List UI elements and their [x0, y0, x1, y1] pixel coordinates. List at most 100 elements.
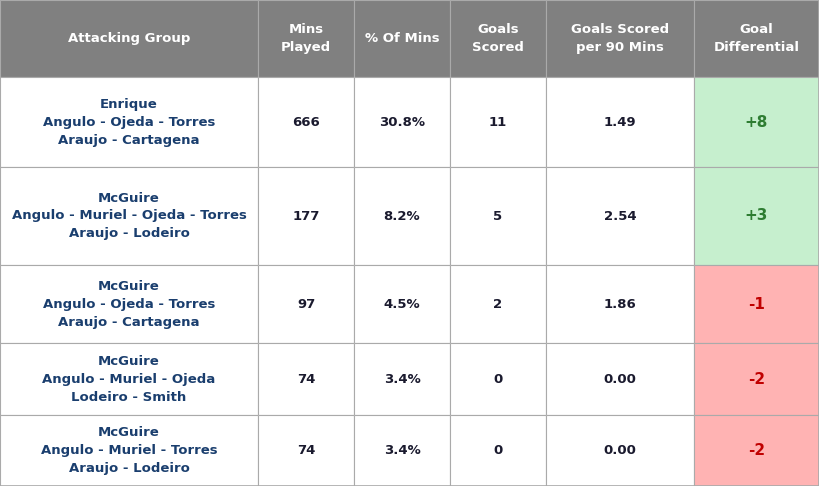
- Bar: [546, 167, 694, 265]
- Bar: [546, 0, 694, 77]
- Bar: [0, 343, 258, 415]
- Text: -2: -2: [748, 371, 765, 386]
- Bar: [354, 167, 450, 265]
- Bar: [694, 265, 819, 343]
- Text: McGuire
Angulo - Muriel - Torres
Araujo - Lodeiro: McGuire Angulo - Muriel - Torres Araujo …: [41, 426, 217, 475]
- Bar: [694, 265, 819, 343]
- Text: 2: 2: [493, 297, 503, 311]
- Bar: [694, 343, 819, 415]
- Text: +8: +8: [744, 115, 768, 129]
- Bar: [258, 0, 354, 77]
- Text: Goal
Differential: Goal Differential: [713, 23, 799, 54]
- Bar: [354, 0, 450, 77]
- Bar: [694, 77, 819, 167]
- Bar: [694, 77, 819, 167]
- Bar: [0, 415, 258, 486]
- Bar: [450, 0, 546, 77]
- Bar: [0, 343, 258, 415]
- Bar: [450, 0, 546, 77]
- Bar: [450, 167, 546, 265]
- Text: 1.86: 1.86: [604, 297, 636, 311]
- Text: Goals
Scored: Goals Scored: [472, 23, 524, 54]
- Bar: [0, 415, 258, 486]
- Bar: [694, 0, 819, 77]
- Bar: [450, 415, 546, 486]
- Text: -1: -1: [748, 296, 765, 312]
- Bar: [546, 415, 694, 486]
- Text: Mins
Played: Mins Played: [281, 23, 331, 54]
- Bar: [546, 343, 694, 415]
- Bar: [354, 77, 450, 167]
- Bar: [258, 415, 354, 486]
- Bar: [258, 415, 354, 486]
- Text: 0: 0: [493, 372, 503, 385]
- Bar: [694, 167, 819, 265]
- Bar: [0, 167, 258, 265]
- Bar: [354, 343, 450, 415]
- Bar: [450, 77, 546, 167]
- Text: 0.00: 0.00: [604, 444, 636, 457]
- Bar: [354, 265, 450, 343]
- Bar: [258, 0, 354, 77]
- Bar: [354, 343, 450, 415]
- Text: 4.5%: 4.5%: [383, 297, 420, 311]
- Text: % Of Mins: % Of Mins: [364, 32, 439, 45]
- Text: 3.4%: 3.4%: [383, 444, 420, 457]
- Text: 97: 97: [296, 297, 315, 311]
- Bar: [258, 77, 354, 167]
- Text: +3: +3: [744, 208, 768, 224]
- Text: 8.2%: 8.2%: [383, 209, 420, 223]
- Bar: [354, 415, 450, 486]
- Bar: [354, 0, 450, 77]
- Bar: [258, 167, 354, 265]
- Text: 666: 666: [292, 116, 320, 128]
- Bar: [258, 343, 354, 415]
- Text: Goals Scored
per 90 Mins: Goals Scored per 90 Mins: [571, 23, 669, 54]
- Bar: [694, 167, 819, 265]
- Bar: [546, 0, 694, 77]
- Text: 11: 11: [489, 116, 507, 128]
- Bar: [0, 0, 258, 77]
- Bar: [354, 77, 450, 167]
- Text: 0.00: 0.00: [604, 372, 636, 385]
- Bar: [546, 415, 694, 486]
- Text: 5: 5: [493, 209, 503, 223]
- Text: 74: 74: [296, 372, 315, 385]
- Bar: [694, 0, 819, 77]
- Bar: [258, 265, 354, 343]
- Bar: [450, 415, 546, 486]
- Text: 177: 177: [292, 209, 319, 223]
- Bar: [450, 265, 546, 343]
- Bar: [0, 0, 258, 77]
- Bar: [0, 265, 258, 343]
- Text: Attacking Group: Attacking Group: [68, 32, 190, 45]
- Bar: [450, 343, 546, 415]
- Text: McGuire
Angulo - Ojeda - Torres
Araujo - Cartagena: McGuire Angulo - Ojeda - Torres Araujo -…: [43, 279, 215, 329]
- Bar: [450, 77, 546, 167]
- Bar: [546, 265, 694, 343]
- Bar: [694, 343, 819, 415]
- Text: Enrique
Angulo - Ojeda - Torres
Araujo - Cartagena: Enrique Angulo - Ojeda - Torres Araujo -…: [43, 98, 215, 146]
- Text: 3.4%: 3.4%: [383, 372, 420, 385]
- Text: -2: -2: [748, 443, 765, 458]
- Bar: [354, 265, 450, 343]
- Text: 74: 74: [296, 444, 315, 457]
- Text: 30.8%: 30.8%: [379, 116, 425, 128]
- Text: 0: 0: [493, 444, 503, 457]
- Bar: [258, 167, 354, 265]
- Bar: [354, 167, 450, 265]
- Bar: [258, 343, 354, 415]
- Bar: [0, 265, 258, 343]
- Text: McGuire
Angulo - Muriel - Ojeda
Lodeiro - Smith: McGuire Angulo - Muriel - Ojeda Lodeiro …: [43, 354, 215, 403]
- Bar: [546, 343, 694, 415]
- Text: 2.54: 2.54: [604, 209, 636, 223]
- Bar: [354, 415, 450, 486]
- Bar: [450, 265, 546, 343]
- Bar: [450, 343, 546, 415]
- Bar: [258, 77, 354, 167]
- Bar: [0, 77, 258, 167]
- Bar: [450, 167, 546, 265]
- Text: 1.49: 1.49: [604, 116, 636, 128]
- Bar: [546, 167, 694, 265]
- Bar: [258, 265, 354, 343]
